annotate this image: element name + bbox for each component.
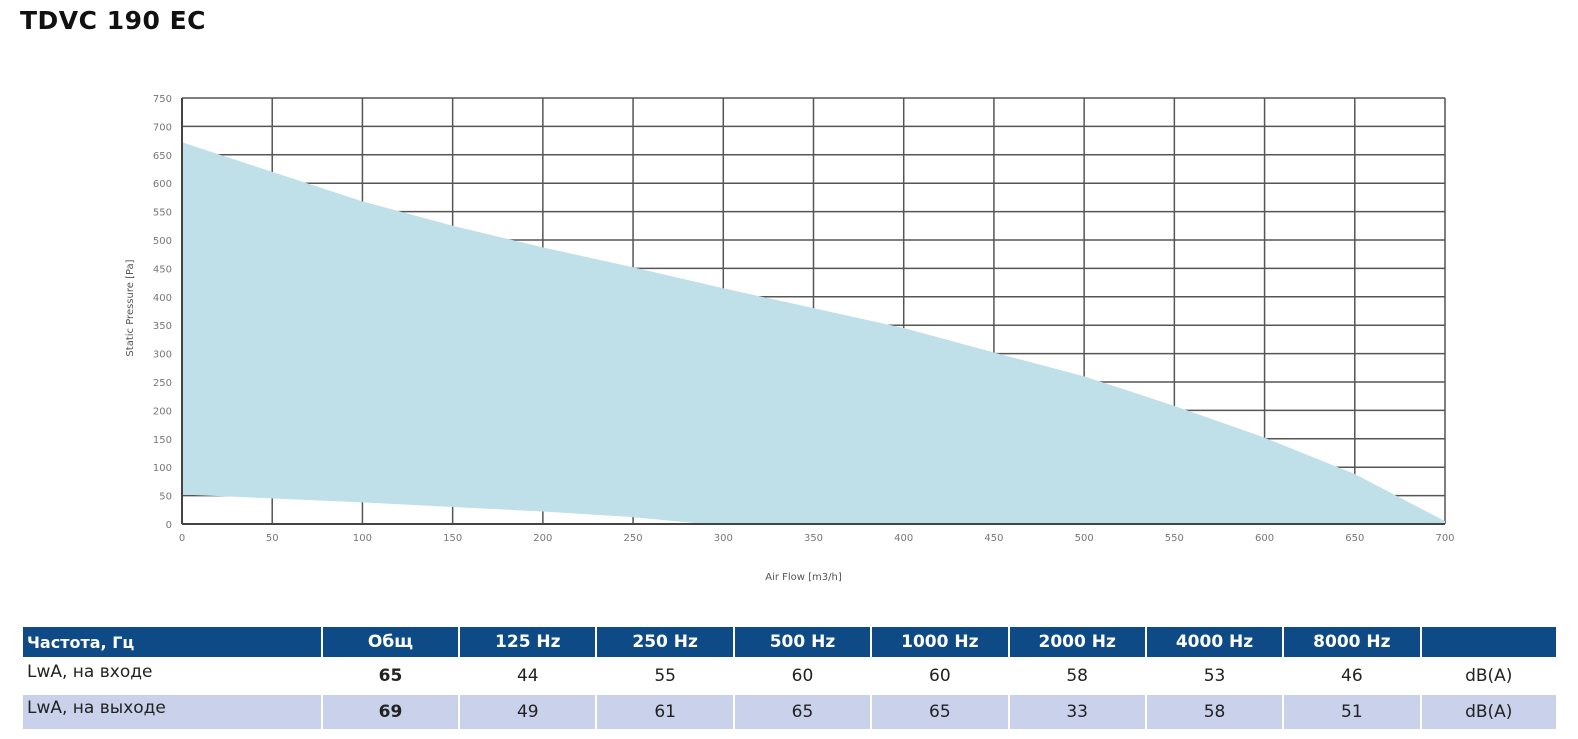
y-tick-label: 550 [153,208,172,219]
y-tick-label: 500 [153,236,172,247]
x-tick-label: 350 [804,533,823,544]
y-tick-label: 450 [153,264,172,275]
y-tick-label: 750 [153,94,172,105]
value-cell: 49 [460,695,596,729]
header-cell: Частота, Гц [23,627,321,657]
value-cell: 44 [516,666,539,686]
x-tick-label: 50 [266,533,279,544]
header-cell: 1000 Hz [872,627,1008,657]
y-tick-label: 50 [159,492,172,503]
fan-performance-chart: 0 50 100 150 200 250 300 350 400 450 500 550 600 650 7… [125,94,1455,583]
header-cell: 8000 Hz [1284,627,1420,657]
header-cell: 250 Hz [597,627,733,657]
x-tick-label: 550 [1165,533,1184,544]
value-cell: 51 [1284,695,1420,729]
header-cell: 2000 Hz [1009,627,1145,657]
x-tick-label: 300 [714,533,733,544]
x-tick-label: 650 [1345,533,1364,544]
value-cell: 46 [1341,666,1363,686]
y-tick-label: 350 [153,321,172,332]
value-cell: 65 [872,695,1008,729]
unit-cell: dB(A) [1465,666,1513,686]
y-tick-label: 250 [153,378,172,389]
y-tick-label: 200 [153,406,172,417]
value-cell: 60 [929,666,951,686]
header-cell: 125 Hz [460,627,596,657]
total-cell: 65 [378,666,403,686]
y-tick-label: 0 [166,520,172,531]
y-tick-label: 400 [153,293,172,304]
total-cell: 69 [322,695,459,729]
chart-frame [181,98,1445,525]
header-cell [1421,627,1556,657]
header-cell: 4000 Hz [1146,627,1283,657]
y-tick-label: 150 [153,435,172,446]
row-label: LwA, на выходе [23,695,321,729]
x-tick-label: 700 [1435,533,1454,544]
y-tick-label: 300 [153,350,172,361]
x-tick-label: 100 [353,533,372,544]
page-title: TDVC 190 EC [20,6,207,35]
y-tick-label: 100 [153,463,172,474]
value-cell: 58 [1066,666,1088,686]
table-header-row: Частота, Гц Общ 125 Hz 250 Hz 500 Hz 100… [23,627,1556,657]
x-tick-label: 0 [179,533,185,544]
x-axis-label: Air Flow [m3/h] [765,572,842,583]
value-cell: 65 [734,695,871,729]
value-cell: 61 [597,695,733,729]
value-cell: 33 [1009,695,1145,729]
x-tick-label: 600 [1255,533,1274,544]
x-tick-label: 250 [624,533,643,544]
value-cell: 60 [791,666,814,686]
x-tick-label: 150 [443,533,462,544]
x-tick-label: 450 [984,533,1003,544]
x-tick-label: 500 [1075,533,1094,544]
unit-cell: dB(A) [1421,695,1556,729]
operating-area [182,142,1445,524]
value-cell: 58 [1146,695,1283,729]
y-tick-label: 700 [153,122,172,133]
y-tick-label: 600 [153,179,172,190]
value-cell: 53 [1203,666,1226,686]
x-tick-label: 400 [894,533,913,544]
value-cell: 55 [654,666,676,686]
x-tick-label: 200 [533,533,552,544]
noise-table: Частота, Гц Общ 125 Hz 250 Hz 500 Hz 100… [21,625,1558,731]
x-tick-labels: 0 50 100 150 200 250 300 350 400 450 500 550 600 650 7… [179,533,1455,544]
y-axis-label: Static Pressure [Pa] [125,259,136,356]
row-label: LwA, на входе [27,662,153,682]
header-cell: Общ [322,627,459,657]
y-tick-labels: 0 50 100 150 200 250 300 350 400 450 500 550 600 650 7… [153,94,172,531]
table-row: LwA, на входе 65 44 55 60 60 58 53 46 dB… [23,659,1556,693]
header-cell: 500 Hz [734,627,871,657]
table-row: LwA, на выходе 69 49 61 65 65 33 58 51 d… [23,695,1556,729]
y-tick-label: 650 [153,151,172,162]
